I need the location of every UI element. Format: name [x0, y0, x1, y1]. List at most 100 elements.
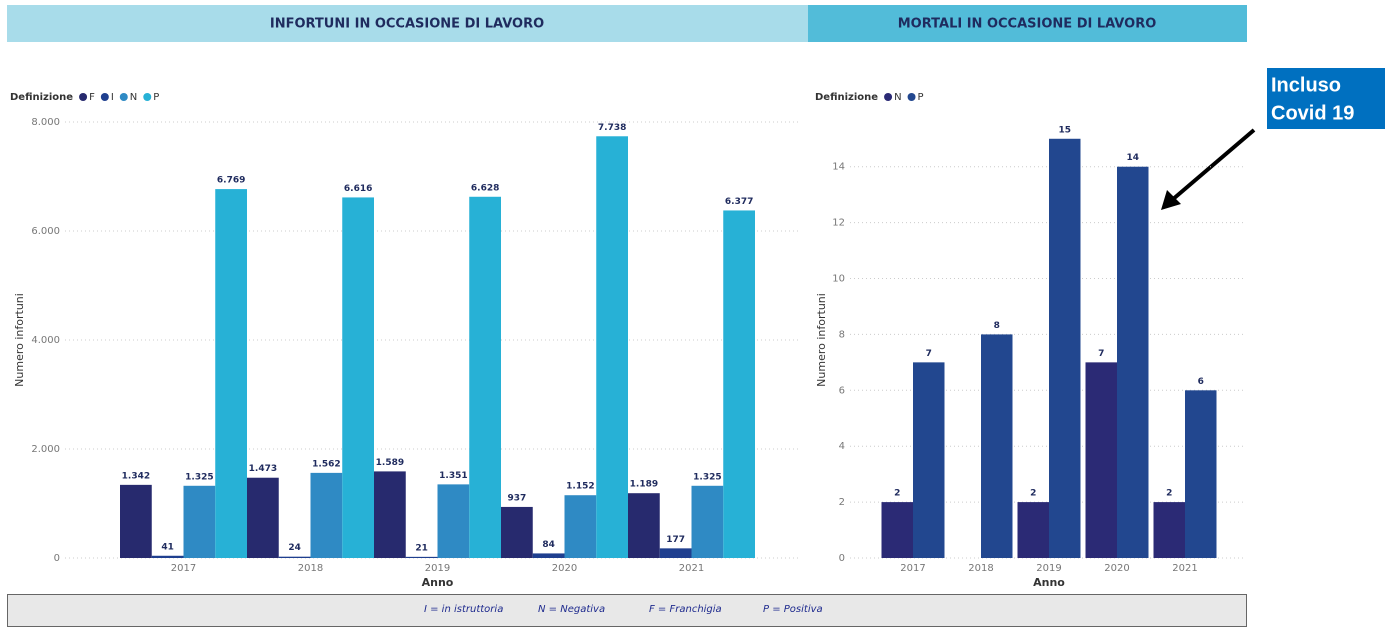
bar — [723, 210, 755, 559]
legend-swatch — [143, 93, 152, 101]
value-label: 6.628 — [471, 183, 499, 193]
y-tick-label: 10 — [832, 274, 845, 285]
value-label: 2 — [1166, 489, 1172, 499]
bar — [374, 471, 406, 558]
y-tick-label: 2.000 — [31, 444, 60, 455]
value-label: 24 — [288, 543, 301, 553]
bar — [1185, 390, 1217, 558]
value-label: 2 — [894, 489, 900, 499]
y-tick-label: 6.000 — [31, 226, 60, 237]
bar — [881, 502, 913, 558]
bar — [310, 472, 343, 558]
value-label: 6.616 — [344, 184, 372, 194]
footnote: N = Negativa — [538, 604, 605, 615]
bar — [1153, 502, 1185, 558]
bar — [405, 556, 438, 558]
value-label: 6.769 — [217, 176, 245, 186]
y-tick-label: 0 — [839, 553, 845, 564]
value-label: 15 — [1058, 125, 1071, 135]
header-bg — [7, 5, 808, 42]
bar — [151, 555, 184, 558]
footnote: F = Franchigia — [649, 604, 722, 615]
annotation-box — [1267, 68, 1385, 129]
y-tick-label: 12 — [832, 218, 845, 229]
value-label: 14 — [1126, 153, 1139, 163]
x-tick-label: 2017 — [900, 563, 925, 574]
value-label: 1.562 — [312, 459, 340, 469]
legend-label: N — [130, 92, 137, 103]
y-tick-label: 4.000 — [31, 335, 60, 346]
x-tick-label: 2018 — [968, 563, 993, 574]
value-label: 7 — [926, 349, 932, 359]
value-label: 7 — [1098, 349, 1104, 359]
bar — [437, 484, 470, 558]
legend-swatch — [884, 93, 893, 101]
footnote: I = in istruttoria — [424, 604, 503, 615]
x-axis-label: Anno — [422, 576, 454, 589]
bar — [247, 477, 279, 558]
x-tick-label: 2021 — [1172, 563, 1197, 574]
legend-swatch — [907, 93, 916, 101]
value-label: 2 — [1030, 489, 1036, 499]
bar — [596, 136, 628, 559]
y-tick-label: 8.000 — [31, 117, 60, 128]
value-label: 7.738 — [598, 123, 626, 133]
bar — [342, 197, 374, 559]
bar — [501, 506, 533, 558]
bar — [469, 196, 501, 559]
bar — [628, 493, 660, 558]
value-label: 1.325 — [185, 472, 213, 482]
legend-label: P — [153, 92, 159, 103]
bar — [1017, 502, 1049, 558]
value-label: 1.351 — [439, 471, 467, 481]
bar — [913, 362, 945, 558]
x-tick-label: 2019 — [1036, 563, 1061, 574]
header: INFORTUNI IN OCCASIONE DI LAVORO — [270, 17, 544, 32]
header: MORTALI IN OCCASIONE DI LAVORO — [898, 17, 1157, 32]
bar — [532, 553, 565, 558]
bar — [1085, 362, 1117, 558]
y-axis-label: Numero infortuni — [815, 293, 828, 387]
bar — [278, 556, 311, 558]
x-tick-label: 2017 — [171, 563, 196, 574]
annotation: Incluso — [1271, 74, 1341, 96]
legend-label: F — [89, 92, 95, 103]
x-tick-label: 2020 — [552, 563, 577, 574]
value-label: 41 — [161, 542, 174, 552]
bar — [981, 334, 1013, 558]
legend-swatch — [100, 93, 109, 101]
annotation: Covid 19 — [1271, 102, 1354, 124]
y-tick-label: 0 — [54, 553, 60, 564]
y-tick-label: 4 — [839, 441, 845, 452]
legend-title: Definizione — [10, 92, 73, 103]
bar — [564, 495, 597, 558]
bar — [1117, 166, 1149, 558]
value-label: 1.589 — [376, 458, 404, 468]
arrow — [1170, 128, 1256, 202]
legend-swatch — [119, 93, 128, 101]
x-tick-label: 2021 — [679, 563, 704, 574]
x-tick-label: 2018 — [298, 563, 323, 574]
value-label: 21 — [415, 543, 428, 553]
x-tick-label: 2019 — [425, 563, 450, 574]
value-label: 1.189 — [630, 480, 658, 490]
arrow-head — [1161, 190, 1181, 210]
legend-label: N — [894, 92, 901, 103]
bar — [120, 484, 152, 558]
legend-title: Definizione — [815, 92, 878, 103]
x-axis-label: Anno — [1033, 576, 1065, 589]
x-tick-label: 2020 — [1104, 563, 1129, 574]
legend-label: P — [918, 92, 924, 103]
value-label: 177 — [666, 535, 685, 545]
y-tick-label: 14 — [832, 162, 845, 173]
y-axis-label: Numero infortuni — [13, 293, 26, 387]
bar — [183, 485, 216, 558]
bar — [1049, 138, 1081, 558]
value-label: 6 — [1198, 377, 1204, 387]
value-label: 6.377 — [725, 197, 753, 207]
bar — [215, 189, 247, 559]
footnote: P = Positiva — [763, 604, 823, 615]
y-tick-label: 6 — [839, 385, 845, 396]
value-label: 84 — [542, 540, 555, 550]
